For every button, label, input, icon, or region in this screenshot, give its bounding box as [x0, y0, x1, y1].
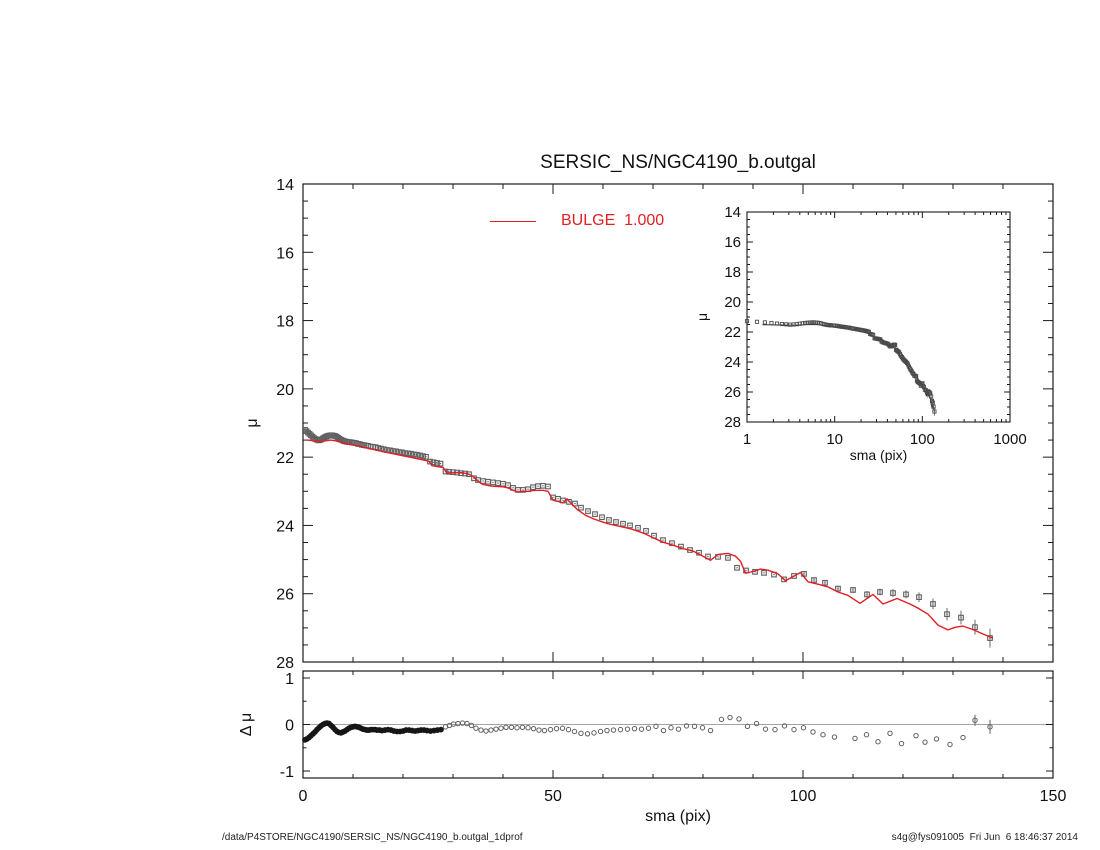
- legend-label: BULGE 1.000: [561, 212, 665, 229]
- svg-text:Δ μ: Δ μ: [238, 713, 255, 736]
- svg-text:26: 26: [724, 384, 741, 401]
- svg-text:1000: 1000: [993, 431, 1026, 448]
- svg-text:24: 24: [276, 518, 294, 535]
- svg-text:18: 18: [276, 314, 294, 331]
- svg-text:20: 20: [276, 382, 294, 399]
- main-data-series: [302, 426, 993, 648]
- svg-text:18: 18: [724, 264, 741, 281]
- svg-text:100: 100: [910, 431, 935, 448]
- svg-text:sma (pix): sma (pix): [850, 447, 908, 463]
- svg-text:16: 16: [724, 234, 741, 251]
- inset-plot: 1 10 100 1000 14 16 18 20 22 24 26 28 sma (pix) μ: [694, 204, 1027, 463]
- svg-text:28: 28: [724, 414, 741, 431]
- footer-file-path: /data/P4STORE/NGC4190/SERSIC_NS/NGC4190_…: [222, 832, 523, 843]
- svg-text:μ: μ: [694, 313, 710, 321]
- svg-text:22: 22: [276, 450, 294, 467]
- legend-red-line-icon: [490, 221, 536, 222]
- svg-text:14: 14: [276, 177, 294, 194]
- svg-text:28: 28: [276, 655, 294, 672]
- bulge-model-line: [306, 439, 994, 639]
- svg-text:16: 16: [276, 245, 294, 262]
- footer-user-timestamp: s4g@fys091005 Fri Jun 6 18:46:37 2014: [891, 832, 1078, 843]
- svg-text:26: 26: [276, 587, 294, 604]
- svg-text:0: 0: [285, 718, 294, 735]
- svg-text:20: 20: [724, 294, 741, 311]
- svg-text:1: 1: [285, 671, 294, 688]
- svg-text:150: 150: [1040, 788, 1067, 805]
- svg-text:24: 24: [724, 354, 741, 371]
- svg-text:22: 22: [724, 324, 741, 341]
- residual-plot: 0 50 100 150 1 0 -1 sma (pix) Δ μ: [238, 670, 1067, 825]
- svg-text:50: 50: [544, 788, 562, 805]
- svg-text:10: 10: [826, 431, 843, 448]
- svg-text:0: 0: [299, 788, 308, 805]
- figure-title: SERSIC_NS/NGC4190_b.outgal: [540, 152, 816, 173]
- svg-text:-1: -1: [280, 764, 294, 781]
- svg-text:100: 100: [790, 788, 817, 805]
- svg-text:sma (pix): sma (pix): [645, 808, 711, 825]
- svg-text:μ: μ: [244, 418, 261, 427]
- svg-text:14: 14: [724, 204, 741, 221]
- main-plot: 14 16 18 20 22 24 26 28 μ: [244, 177, 1054, 672]
- svg-text:1: 1: [743, 431, 751, 448]
